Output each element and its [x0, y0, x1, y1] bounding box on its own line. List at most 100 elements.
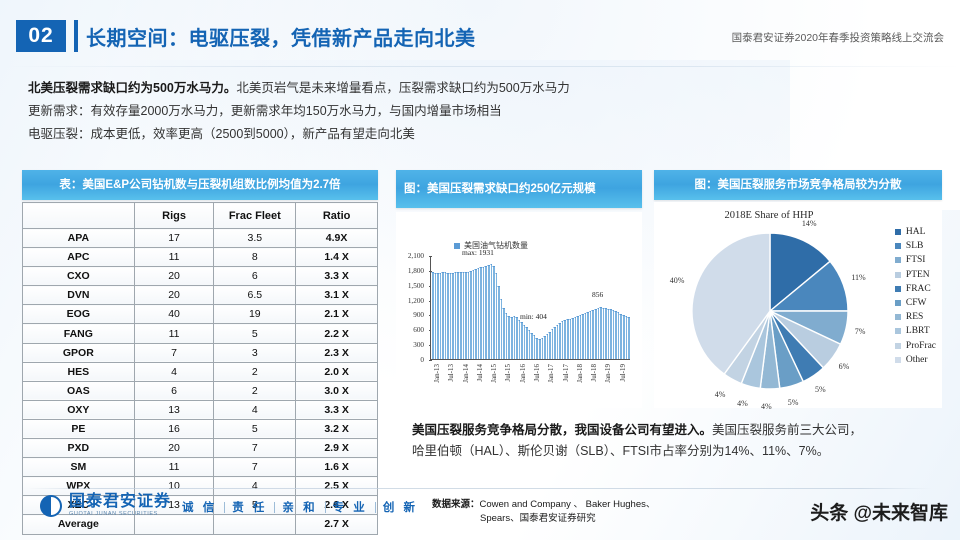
cell-frac-fleet: 4 — [213, 476, 297, 497]
bar — [515, 317, 518, 359]
page-title: 长期空间：电驱压裂，凭借新产品走向北美 — [86, 28, 476, 50]
cell-frac-fleet: 19 — [213, 304, 297, 325]
bar — [563, 320, 566, 359]
intro-line-1-bold: 北美压裂需求缺口约为500万水马力。 — [28, 81, 237, 95]
pie-slice-label: 4% — [714, 390, 726, 400]
intro-line-2: 更新需求：有效存量2000万水马力，更新需求年均150万水马力，与国内增量市场相… — [28, 104, 502, 118]
table-row: FANG 11 5 2.2 X — [22, 323, 378, 344]
pie-slice-label: 40% — [669, 276, 685, 286]
pie-legend-label: SLB — [905, 241, 924, 252]
bar — [484, 265, 488, 359]
title-separator — [74, 20, 78, 52]
cell-rigs: 4 — [133, 361, 215, 382]
cell-rigs: 16 — [133, 418, 215, 440]
bar — [606, 308, 610, 359]
pie-legend-item: Other — [894, 354, 936, 366]
y-tick-label: 2,100 — [407, 252, 424, 260]
bar — [517, 319, 521, 359]
slogan-word: 创 新 — [382, 502, 419, 514]
y-tick-label: 1,500 — [407, 281, 424, 290]
bar — [548, 331, 551, 359]
cell-rigs: 20 — [133, 438, 215, 459]
bar — [594, 308, 597, 359]
table-row: PE 16 5 3.2 X — [22, 418, 378, 440]
cell-rigs: 13 — [133, 495, 215, 516]
x-tick-label: Jul-18 — [590, 364, 599, 382]
bar — [560, 321, 564, 359]
bar — [451, 273, 454, 359]
bar — [543, 335, 546, 359]
bar — [525, 327, 528, 359]
col-header-frac-fleet: Frac Fleet — [213, 202, 297, 229]
pie-legend-label: Other — [905, 354, 928, 365]
cell-rigs: 7 — [133, 342, 215, 363]
pie-legend-label: FRAC — [905, 283, 931, 294]
legend-swatch-icon — [894, 299, 901, 306]
y-tick-label: 0 — [420, 356, 424, 364]
guotai-junan-logo-icon — [40, 495, 62, 517]
cell-ratio: 3.2 X — [295, 418, 378, 440]
y-tick-label: 1,800 — [407, 266, 424, 275]
data-source-note: 数据来源：Cowen and Company 、 Baker Hughes、 S… — [432, 498, 762, 526]
cell-frac-fleet: 5 — [213, 418, 297, 440]
legend-swatch-icon — [894, 314, 901, 321]
bar — [545, 333, 549, 359]
cell-company: APA — [22, 227, 135, 249]
logo-english-name: GUOTAI JUNAN SECURITIES — [69, 511, 158, 517]
header-event-label: 国泰君安证券2020年春季投资策略线上交流会 — [731, 32, 944, 44]
bar-chart-legend-label: 美国油气钻机数量 — [464, 241, 528, 250]
bar — [492, 265, 495, 359]
data-source-text-1: Cowen and Company 、 Baker Hughes、 — [479, 499, 656, 510]
pie-legend-label: PTEN — [905, 269, 930, 280]
bar-chart-last-value-annotation: 856 — [592, 290, 604, 299]
pie-chart-graphic — [691, 232, 849, 390]
bottom-line-2: 哈里伯顿（HAL）、斯伦贝谢（SLB）、FTSI市占率分别为14%、11%、7%… — [412, 444, 830, 458]
bar — [522, 324, 526, 359]
cell-company: PE — [22, 418, 135, 440]
cell-frac-fleet: 3.5 — [213, 227, 297, 249]
bar — [487, 264, 490, 359]
cell-ratio: 3.3 X — [295, 399, 378, 420]
cell-frac-fleet: 5 — [213, 323, 297, 344]
bar — [530, 332, 533, 359]
pie-slice-label: 4% — [737, 398, 748, 408]
bar — [431, 272, 434, 359]
bar — [476, 268, 480, 359]
col-header-rigs: Rigs — [133, 202, 215, 229]
cell-rigs: 11 — [133, 247, 215, 268]
bar — [438, 272, 442, 359]
col-header-ratio: Ratio — [295, 202, 378, 229]
slogan-word: 责 任 — [232, 502, 268, 514]
cell-ratio: 2.2 X — [295, 323, 378, 344]
pie-slice-label: 5% — [787, 398, 799, 408]
table-row: APC 11 8 1.4 X — [22, 247, 378, 268]
cell-ratio: 1.4 X — [295, 247, 378, 268]
slogan-word: 诚 信 — [182, 502, 218, 514]
bar — [624, 315, 628, 359]
cell-ratio: 2.9 X — [295, 438, 378, 459]
bar — [609, 309, 612, 359]
y-tick-label: 600 — [413, 326, 424, 335]
cell-rigs: 13 — [133, 399, 215, 420]
x-tick-label: Jan-13 — [433, 364, 441, 383]
bar — [461, 272, 465, 359]
table-row: HES 4 2 2.0 X — [22, 361, 378, 382]
bar — [520, 322, 523, 359]
table-row: OXY 13 4 3.3 X — [22, 399, 378, 420]
bar — [553, 326, 556, 359]
cell-company: SM — [22, 457, 135, 478]
bar — [591, 309, 594, 359]
pie-slice — [769, 232, 832, 313]
bar — [459, 272, 462, 359]
bar — [512, 316, 516, 359]
pie-legend-item: PTEN — [894, 269, 936, 281]
cell-frac-fleet: 3 — [213, 342, 297, 363]
table-header-row: Rigs Frac Fleet Ratio — [22, 202, 378, 229]
cell-rigs: 11 — [133, 457, 215, 478]
x-tick-label: Jul-19 — [618, 364, 627, 382]
cell-company: DVN — [22, 285, 135, 306]
y-tick-mark — [429, 360, 432, 361]
pie-legend-label: LBRT — [905, 326, 930, 337]
bar — [622, 314, 625, 359]
bar — [619, 313, 623, 359]
